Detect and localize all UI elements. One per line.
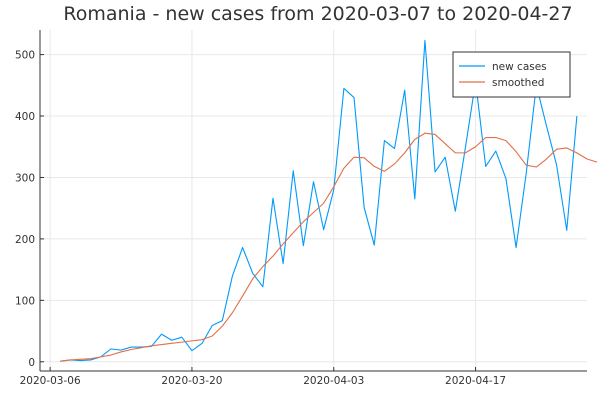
series-line-smoothed: [60, 132, 598, 362]
y-tick-label: 400: [15, 111, 35, 123]
y-tick-label: 0: [28, 357, 35, 369]
x-tick-label: 2020-04-03: [303, 375, 364, 387]
legend: new cases smoothed: [452, 51, 571, 98]
y-tick-label: 100: [15, 295, 35, 307]
x-tick-label: 2020-03-20: [161, 375, 222, 387]
legend-box: [452, 51, 571, 98]
x-tick-label: 2020-04-17: [445, 375, 506, 387]
legend-label-new-cases: new cases: [492, 61, 547, 73]
axes: 0 100 200 300 400 500 2020-03-06 2020-03-20 2020…: [15, 30, 587, 387]
x-tick-label: 2020-03-06: [20, 375, 81, 387]
legend-label-smoothed: smoothed: [492, 77, 544, 89]
grid: [40, 30, 587, 371]
y-tick-label: 500: [15, 50, 35, 62]
y-tick-label: 300: [15, 172, 35, 184]
series-group: [60, 39, 598, 362]
y-tick-label: 200: [15, 234, 35, 246]
chart-title: Romania - new cases from 2020-03-07 to 2…: [63, 3, 572, 25]
